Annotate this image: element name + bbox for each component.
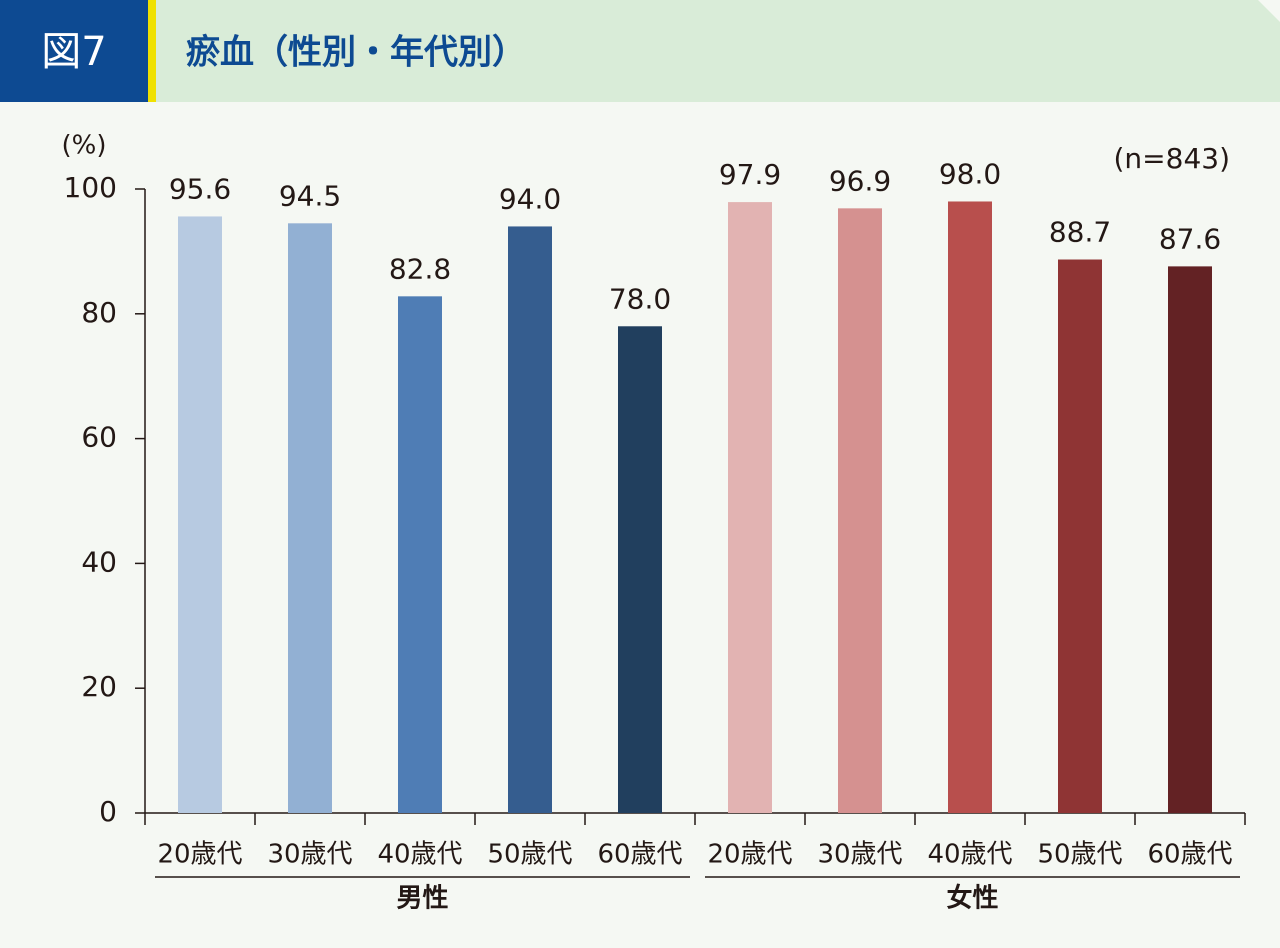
value-label: 78.0 [609,282,671,315]
bar [508,226,552,813]
header-stripe [148,0,156,102]
bar [948,201,992,814]
x-tick-label: 60歳代 [597,840,682,870]
bar [618,326,662,813]
header-band [156,0,1280,102]
x-tick-label: 30歳代 [817,840,902,870]
y-tick-label: 80 [81,296,117,329]
y-tick-label: 100 [64,171,117,204]
y-tick-label: 60 [81,421,117,454]
y-tick-label: 0 [99,795,117,828]
value-label: 96.9 [829,164,891,197]
chart-title: 瘀血（性別・年代別） [186,33,526,73]
value-label: 98.0 [939,157,1001,190]
y-tick-label: 40 [81,545,117,578]
value-label: 82.8 [389,252,451,285]
x-tick-label: 50歳代 [1037,840,1122,870]
y-unit: (%) [62,131,107,161]
bar [838,208,882,813]
value-label: 95.6 [169,172,231,205]
group-label: 男性 [396,884,448,914]
y-tick-label: 20 [81,670,117,703]
value-label: 94.5 [279,179,341,212]
x-tick-label: 40歳代 [377,840,462,870]
bar [1058,259,1102,814]
figure-label: 図7 [41,29,106,75]
x-tick-label: 30歳代 [267,840,352,870]
note: (n=843) [1114,142,1231,175]
bar [288,223,332,813]
x-tick-label: 40歳代 [927,840,1012,870]
x-tick-label: 20歳代 [707,840,792,870]
bar [728,202,772,813]
bar [1168,266,1212,814]
bar [178,216,222,813]
value-label: 88.7 [1049,216,1111,249]
x-tick-label: 60歳代 [1147,840,1232,870]
value-label: 94.0 [499,182,561,215]
bar [398,296,442,813]
group-label: 女性 [946,883,998,914]
x-tick-label: 50歳代 [487,840,572,870]
value-label: 87.6 [1159,222,1221,255]
value-label: 97.9 [719,158,781,191]
x-tick-label: 20歳代 [157,840,242,870]
figure-label-box [0,0,148,102]
